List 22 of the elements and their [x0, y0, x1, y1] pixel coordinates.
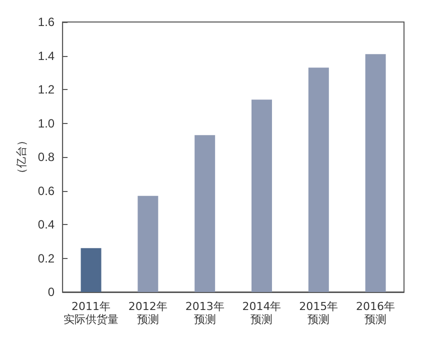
x-tick-label: 2015年预测 — [299, 300, 338, 326]
bar — [252, 100, 272, 292]
y-tick-label: 0 — [48, 285, 55, 299]
bar — [80, 248, 102, 292]
y-tick-label: 0.6 — [38, 184, 55, 198]
y-tick-label: 1.0 — [38, 116, 55, 130]
y-tick-label: 1.2 — [38, 82, 55, 96]
x-tick-label: 2014年预测 — [242, 300, 282, 326]
bar — [138, 196, 158, 292]
x-tick-label: 2016年预测 — [356, 300, 396, 326]
y-tick-label: 0.4 — [38, 218, 55, 232]
y-tick-label: 1.6 — [38, 15, 55, 29]
y-tick-label: 0.8 — [38, 150, 55, 164]
bar — [365, 54, 386, 292]
bar — [194, 135, 216, 292]
y-tick-label: 1.4 — [38, 48, 55, 63]
bar — [308, 68, 329, 292]
x-tick-label: 2013年预测 — [185, 300, 224, 326]
x-tick-label: 2011年实际供货量 — [64, 300, 119, 326]
x-tick-label: 2012年预测 — [128, 300, 168, 326]
y-axis-title: （亿台） — [15, 135, 28, 179]
y-tick-label: 0.2 — [38, 251, 55, 266]
